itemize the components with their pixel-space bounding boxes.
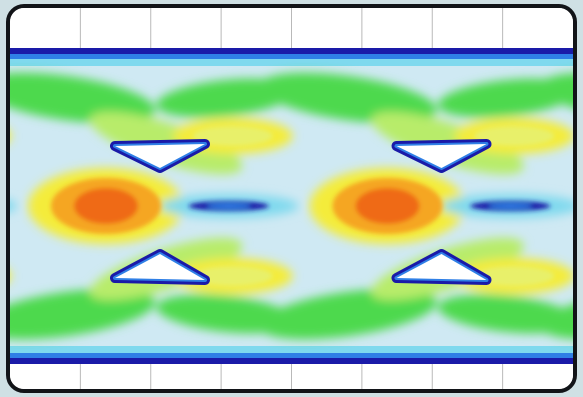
eye-center-line [488, 203, 533, 209]
crossing-core [74, 188, 138, 224]
bottom-rail-blue [10, 353, 573, 358]
bottom-rail-cyan [10, 346, 573, 353]
transition-arm [10, 288, 156, 340]
x-gridlines [79, 8, 504, 389]
transition-arm [258, 72, 437, 124]
eye-diagram-heatmap [10, 8, 573, 389]
transition-arm [258, 288, 437, 340]
crossing-core [355, 188, 420, 224]
lower-eye-hole [396, 254, 487, 280]
level-blob [10, 132, 12, 140]
plot-area [10, 48, 573, 364]
lower-eye-hole [115, 254, 205, 280]
top-rail-navy [10, 48, 573, 54]
upper-eye-hole [396, 144, 487, 168]
level-blob-core [192, 126, 273, 146]
eye-center-line [206, 203, 251, 209]
level-blob-core [474, 126, 555, 146]
transition-arm [10, 72, 156, 124]
top-rail-cyan [10, 59, 573, 66]
density-cores [51, 126, 555, 286]
chart-frame [6, 4, 577, 393]
bottom-rail-navy [10, 358, 573, 364]
upper-eye-hole [115, 144, 205, 168]
top-rail-blue [10, 54, 573, 59]
level-blob-core [474, 266, 555, 286]
level-blob-core [192, 266, 273, 286]
eye-center-cyan [10, 200, 18, 212]
level-blob [10, 272, 12, 280]
